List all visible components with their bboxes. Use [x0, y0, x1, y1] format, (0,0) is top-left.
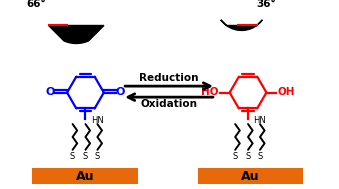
Text: S: S	[83, 152, 88, 161]
Text: Oxidation: Oxidation	[141, 99, 198, 109]
Text: S: S	[95, 152, 100, 161]
Text: O: O	[46, 87, 55, 97]
Text: S: S	[245, 152, 251, 161]
Text: 66°: 66°	[26, 0, 45, 9]
FancyBboxPatch shape	[32, 168, 138, 184]
Text: S: S	[257, 152, 263, 161]
Text: S: S	[70, 152, 75, 161]
Text: OH: OH	[278, 87, 295, 97]
Polygon shape	[48, 26, 104, 43]
Text: Reduction: Reduction	[139, 73, 199, 83]
Text: HO: HO	[201, 87, 218, 97]
Text: Au: Au	[76, 170, 94, 183]
Polygon shape	[221, 20, 262, 30]
Text: S: S	[233, 152, 238, 161]
Text: HN: HN	[254, 116, 266, 125]
Text: HN: HN	[91, 116, 104, 125]
FancyBboxPatch shape	[198, 168, 303, 184]
Text: 36°: 36°	[256, 0, 276, 9]
Text: O: O	[116, 87, 125, 97]
Text: Au: Au	[241, 170, 260, 183]
